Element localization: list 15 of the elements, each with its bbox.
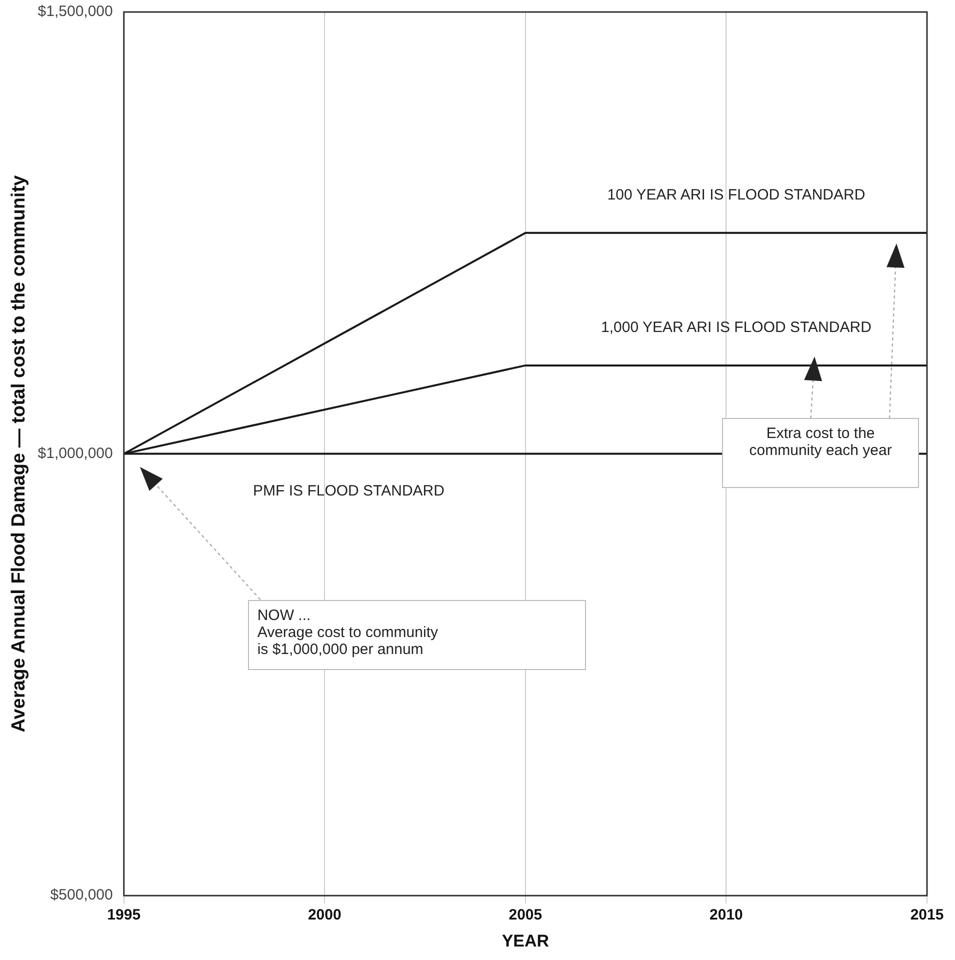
x-tick-label: 2015 bbox=[910, 906, 944, 924]
series-label: PMF IS FLOOD STANDARD bbox=[253, 482, 445, 500]
x-axis-title: YEAR bbox=[502, 931, 550, 950]
x-tick-label: 2010 bbox=[710, 906, 743, 924]
x-tick-label: 2005 bbox=[508, 906, 542, 924]
y-tick-label: $1,000,000 bbox=[38, 444, 113, 462]
y-tick-label: $500,000 bbox=[50, 886, 113, 904]
y-tick-label: $1,500,000 bbox=[38, 3, 113, 20]
series-label: 1,000 YEAR ARI IS FLOOD STANDARD bbox=[601, 319, 872, 336]
x-tick-label: 2000 bbox=[308, 906, 342, 924]
series-label: 100 YEAR ARI IS FLOOD STANDARD bbox=[607, 186, 866, 204]
note-box: NOW ... Average cost to community is $1,000,000 per annum bbox=[248, 600, 586, 670]
note-box: Extra cost to the community each year bbox=[722, 418, 919, 488]
y-axis-title: Average Annual Flood Damage — total cost to the community bbox=[8, 174, 30, 732]
x-tick-label: 1995 bbox=[107, 906, 141, 924]
